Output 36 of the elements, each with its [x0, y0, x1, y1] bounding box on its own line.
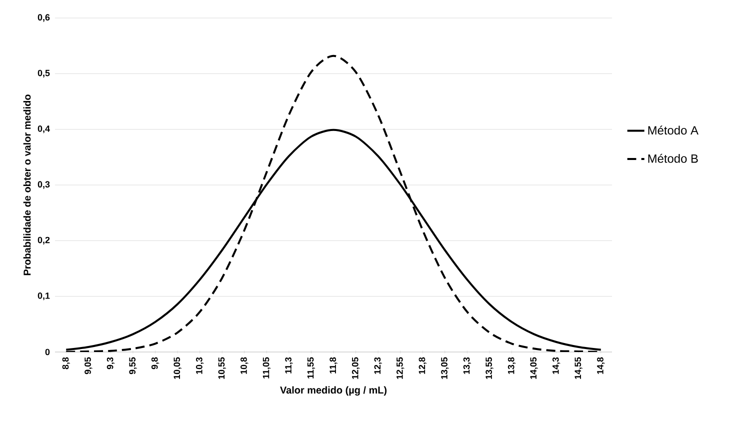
- x-axis-title: Valor medido (µg / mL): [280, 386, 387, 396]
- x-tick-label: 13,3: [463, 357, 472, 374]
- x-tick-label: 10,3: [196, 357, 204, 374]
- x-tick-label: 14,55: [574, 357, 582, 379]
- x-tick-label: 12,55: [396, 357, 404, 379]
- y-tick-label: 0,5: [38, 70, 50, 78]
- legend-label: Método A: [648, 126, 698, 135]
- x-tick-label: 11,55: [307, 357, 316, 378]
- x-tick-label: 11,3: [285, 357, 293, 374]
- x-tick-label: 9,05: [84, 357, 92, 374]
- legend-label: Método B: [648, 154, 698, 163]
- x-tick-label: 13,8: [508, 357, 516, 374]
- x-tick-label: 12,8: [418, 357, 426, 374]
- x-tick-label: 14,05: [530, 357, 538, 379]
- y-tick-label: 0,3: [38, 181, 50, 189]
- y-tick-label: 0,2: [38, 236, 50, 244]
- x-tick-label: 10,8: [240, 357, 248, 374]
- x-tick-label: 9,8: [151, 357, 160, 370]
- x-tick-label: 8,8: [62, 357, 70, 370]
- x-tick-label: 14,3: [552, 357, 560, 374]
- y-axis-title: Probabilidade de obter o valor medido: [23, 94, 31, 276]
- x-tick-label: 13,55: [486, 357, 494, 379]
- x-tick-label: 9,55: [129, 357, 137, 374]
- y-tick-label: 0,6: [38, 14, 50, 22]
- x-tick-label: 11,05: [262, 357, 270, 378]
- y-tick-label: 0,1: [38, 292, 50, 300]
- x-tick-label: 14,8: [597, 357, 605, 374]
- x-tick-label: 13,05: [441, 357, 449, 379]
- x-tick-label: 9,3: [106, 357, 115, 370]
- x-tick-label: 10,05: [174, 357, 182, 379]
- y-tick-label: 0: [45, 348, 50, 356]
- x-tick-label: 12,05: [352, 357, 360, 379]
- x-tick-label: 12,3: [374, 357, 382, 374]
- x-tick-label: 10,55: [218, 357, 226, 379]
- x-tick-label: 11,8: [330, 357, 338, 374]
- y-tick-label: 0,4: [38, 126, 50, 134]
